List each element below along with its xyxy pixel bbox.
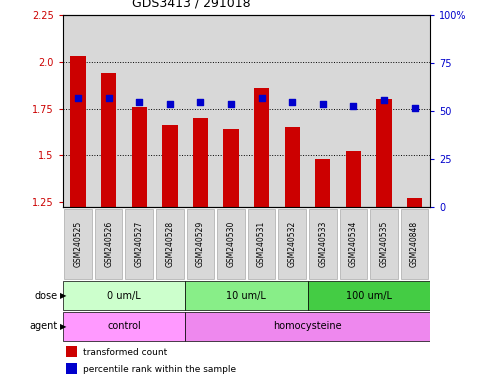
Text: GSM240530: GSM240530 — [227, 221, 236, 267]
Bar — [308, 15, 338, 207]
Text: control: control — [107, 321, 141, 331]
FancyBboxPatch shape — [185, 312, 430, 341]
Text: ▶: ▶ — [60, 322, 67, 331]
FancyBboxPatch shape — [185, 281, 308, 310]
Text: GDS3413 / 291018: GDS3413 / 291018 — [132, 0, 251, 10]
FancyBboxPatch shape — [67, 346, 77, 357]
Text: GSM240526: GSM240526 — [104, 221, 113, 267]
Bar — [193, 118, 208, 384]
FancyBboxPatch shape — [340, 209, 367, 279]
Text: percentile rank within the sample: percentile rank within the sample — [83, 365, 236, 374]
Point — [166, 101, 174, 107]
Bar — [101, 73, 116, 384]
Point — [350, 103, 357, 109]
FancyBboxPatch shape — [278, 209, 306, 279]
FancyBboxPatch shape — [248, 209, 275, 279]
Text: GSM240528: GSM240528 — [165, 221, 174, 267]
Text: 100 um/L: 100 um/L — [346, 291, 392, 301]
FancyBboxPatch shape — [186, 209, 214, 279]
Text: 10 um/L: 10 um/L — [227, 291, 266, 301]
Bar — [185, 15, 216, 207]
Point — [197, 99, 204, 105]
Bar — [369, 15, 399, 207]
Bar — [71, 56, 86, 384]
FancyBboxPatch shape — [156, 209, 184, 279]
Point — [227, 101, 235, 107]
Point — [380, 97, 388, 103]
Bar — [124, 15, 155, 207]
Bar — [162, 125, 177, 384]
Bar — [246, 15, 277, 207]
Text: GSM240533: GSM240533 — [318, 221, 327, 267]
Text: GSM240525: GSM240525 — [73, 221, 83, 267]
Bar — [376, 99, 392, 384]
Point — [258, 95, 266, 101]
Text: dose: dose — [35, 291, 58, 301]
Point — [135, 99, 143, 105]
Text: GSM240534: GSM240534 — [349, 221, 358, 267]
Bar — [407, 198, 422, 384]
Point — [105, 95, 113, 101]
Text: GSM240848: GSM240848 — [410, 221, 419, 267]
Bar — [338, 15, 369, 207]
Bar — [63, 15, 93, 207]
FancyBboxPatch shape — [217, 209, 245, 279]
FancyBboxPatch shape — [63, 281, 185, 310]
Bar — [131, 107, 147, 384]
Bar — [284, 127, 300, 384]
Point — [411, 104, 418, 111]
FancyBboxPatch shape — [308, 281, 430, 310]
Bar — [155, 15, 185, 207]
FancyBboxPatch shape — [64, 209, 92, 279]
FancyBboxPatch shape — [309, 209, 337, 279]
Text: GSM240532: GSM240532 — [288, 221, 297, 267]
Text: GSM240529: GSM240529 — [196, 221, 205, 267]
Point — [319, 101, 327, 107]
FancyBboxPatch shape — [67, 363, 77, 374]
Text: GSM240527: GSM240527 — [135, 221, 144, 267]
Text: homocysteine: homocysteine — [273, 321, 342, 331]
Bar — [216, 15, 246, 207]
Point — [288, 99, 296, 105]
Bar — [315, 159, 330, 384]
Text: 0 um/L: 0 um/L — [107, 291, 141, 301]
Text: ▶: ▶ — [60, 291, 67, 300]
Bar — [399, 15, 430, 207]
Bar — [223, 129, 239, 384]
Point — [74, 95, 82, 101]
Bar — [93, 15, 124, 207]
Text: agent: agent — [30, 321, 58, 331]
Bar — [277, 15, 308, 207]
Text: transformed count: transformed count — [83, 348, 167, 357]
FancyBboxPatch shape — [95, 209, 123, 279]
Text: GSM240535: GSM240535 — [380, 221, 388, 267]
FancyBboxPatch shape — [370, 209, 398, 279]
FancyBboxPatch shape — [401, 209, 428, 279]
Bar — [254, 88, 270, 384]
FancyBboxPatch shape — [63, 312, 185, 341]
Text: GSM240531: GSM240531 — [257, 221, 266, 267]
Bar — [346, 151, 361, 384]
FancyBboxPatch shape — [126, 209, 153, 279]
